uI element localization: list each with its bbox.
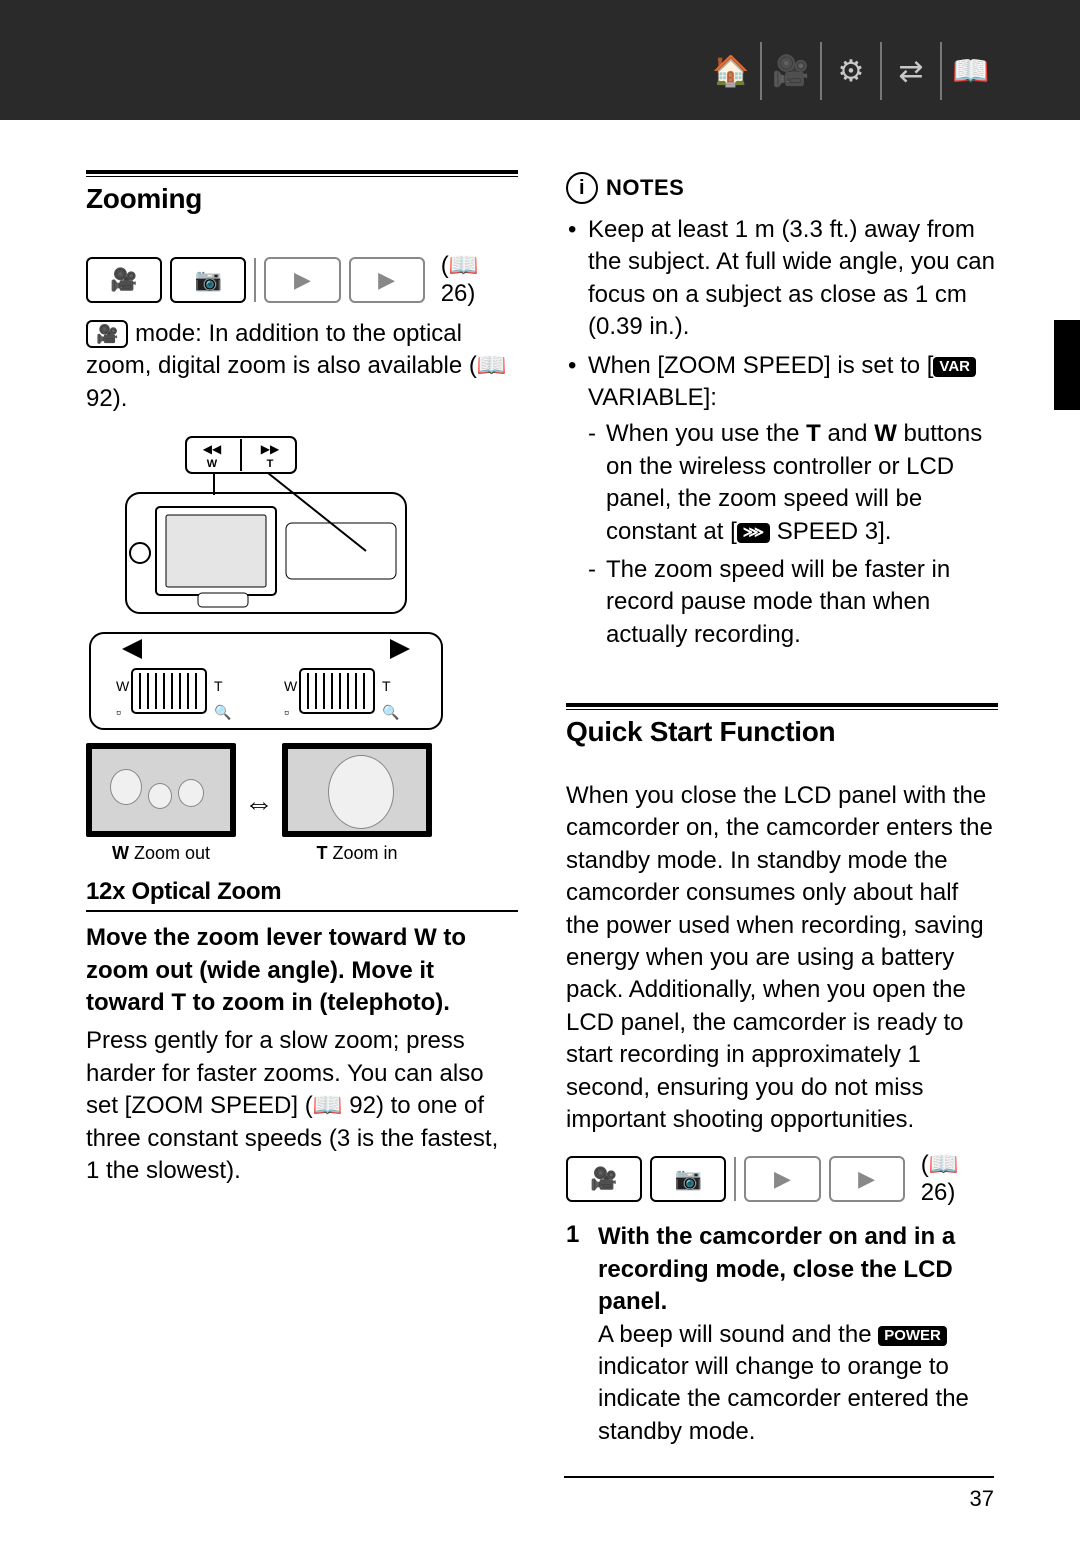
top-icon-row: 🏠 🎥 ⚙ ⇄ 📖 (702, 42, 1000, 100)
zoom-lever-para: Move the zoom lever toward W to zoom out… (86, 922, 518, 1019)
svg-text:🔍: 🔍 (382, 703, 399, 721)
mode-video-rec-icon: 🎥 (566, 1156, 642, 1202)
footer-rule (564, 1476, 994, 1478)
note-zoom-speed-sub1: When you use the T and W buttons on the … (588, 418, 998, 548)
page-number: 37 (970, 1486, 994, 1512)
svg-text:T: T (267, 458, 274, 470)
section-rule (566, 703, 998, 707)
svg-text:▫: ▫ (116, 704, 121, 720)
svg-text:W: W (116, 678, 130, 694)
left-column: Zooming 🎥 📷 ▶ ▶ (📖 26) 🎥 mode: In additi… (86, 170, 518, 1448)
note-zoom-speed-sub2: The zoom speed will be faster in record … (588, 554, 998, 651)
note-zoom-speed: When [ZOOM SPEED] is set to [VAR VARIABL… (566, 350, 998, 652)
zoom-arrow-icon: ⇔ (244, 787, 274, 821)
zoom-figure: ◀◀ W ▶▶ T (86, 433, 518, 864)
zoom-out-caption: W W Zoom outZoom out (86, 843, 236, 864)
mode-photo-rec-icon: 📷 (650, 1156, 726, 1202)
svg-text:W: W (207, 458, 218, 470)
step-number: 1 (566, 1221, 586, 1448)
power-chip: POWER (878, 1326, 947, 1346)
camcorder-illustration: ◀◀ W ▶▶ T (86, 433, 446, 733)
nav-icon-settings: ⚙ (822, 42, 880, 100)
heading-optical-zoom: 12x Optical Zoom (86, 872, 518, 910)
zoom-in-caption: T Zoom in (282, 843, 432, 864)
step-1: 1 With the camcorder on and in a recordi… (566, 1221, 998, 1448)
mode-divider (734, 1157, 736, 1201)
nav-icon-home: 🏠 (702, 42, 760, 100)
nav-icon-transfer: ⇄ (882, 42, 940, 100)
svg-text:◀◀: ◀◀ (203, 442, 222, 456)
step-body: With the camcorder on and in a recording… (598, 1221, 998, 1448)
svg-text:🔍: 🔍 (214, 703, 231, 721)
svg-text:▶▶: ▶▶ (261, 442, 280, 456)
mode-photo-play-icon: ▶ (349, 257, 425, 303)
note-distance: Keep at least 1 m (3.3 ft.) away from th… (566, 214, 998, 344)
section-rule-thin (566, 709, 998, 710)
mode-video-play-icon: ▶ (264, 257, 340, 303)
nav-icon-manual: 📖 (942, 42, 1000, 100)
content: Zooming 🎥 📷 ▶ ▶ (📖 26) 🎥 mode: In additi… (86, 170, 998, 1490)
mode-row-qs: 🎥 📷 ▶ ▶ (📖 26) (566, 1150, 998, 1207)
page-ref: (📖 26) (921, 1150, 998, 1207)
mode-divider (254, 258, 256, 302)
info-icon: i (566, 172, 598, 204)
step-1-title: With the camcorder on and in a recording… (598, 1223, 955, 1315)
svg-text:W: W (284, 678, 298, 694)
nav-icon-video: 🎥 (762, 42, 820, 100)
mode-video-rec-icon: 🎥 (86, 257, 162, 303)
top-bar: 🏠 🎥 ⚙ ⇄ 📖 (0, 0, 1080, 120)
zoom-intro-text: mode: In addition to the optical zoom, d… (86, 320, 507, 412)
page: 🏠 🎥 ⚙ ⇄ 📖 Zooming 🎥 📷 ▶ (0, 0, 1080, 1560)
svg-text:T: T (382, 678, 391, 694)
var-chip: VAR (933, 357, 976, 377)
zoom-speed-para: Press gently for a slow zoom; press hard… (86, 1025, 518, 1187)
right-column: i NOTES Keep at least 1 m (3.3 ft.) away… (566, 170, 998, 1448)
zoom-out-thumbnail (86, 743, 236, 837)
heading-zooming: Zooming (86, 179, 518, 221)
heading-quick-start: Quick Start Function (566, 712, 998, 754)
notes-list: Keep at least 1 m (3.3 ft.) away from th… (566, 214, 998, 651)
svg-text:T: T (214, 678, 223, 694)
section-rule-thin (86, 176, 518, 177)
quick-start-para: When you close the LCD panel with the ca… (566, 780, 998, 1136)
mode-chip-icon: 🎥 (86, 320, 128, 348)
zoom-thumbnails: W W Zoom outZoom out ⇔ T Zoom in (86, 743, 518, 864)
side-tab (1054, 320, 1080, 410)
mode-video-play-icon: ▶ (744, 1156, 820, 1202)
notes-heading: i NOTES (566, 172, 998, 204)
notes-label: NOTES (606, 175, 684, 201)
zoom-intro-para: 🎥 mode: In addition to the optical zoom,… (86, 318, 518, 415)
mode-photo-rec-icon: 📷 (170, 257, 246, 303)
svg-text:▫: ▫ (284, 704, 289, 720)
section-rule (86, 170, 518, 174)
page-ref: (📖 26) (441, 251, 518, 308)
speed-chip: ⋙ (737, 523, 770, 543)
mode-photo-play-icon: ▶ (829, 1156, 905, 1202)
zoom-in-thumbnail (282, 743, 432, 837)
h2-rule (86, 910, 518, 912)
mode-row: 🎥 📷 ▶ ▶ (📖 26) (86, 251, 518, 308)
